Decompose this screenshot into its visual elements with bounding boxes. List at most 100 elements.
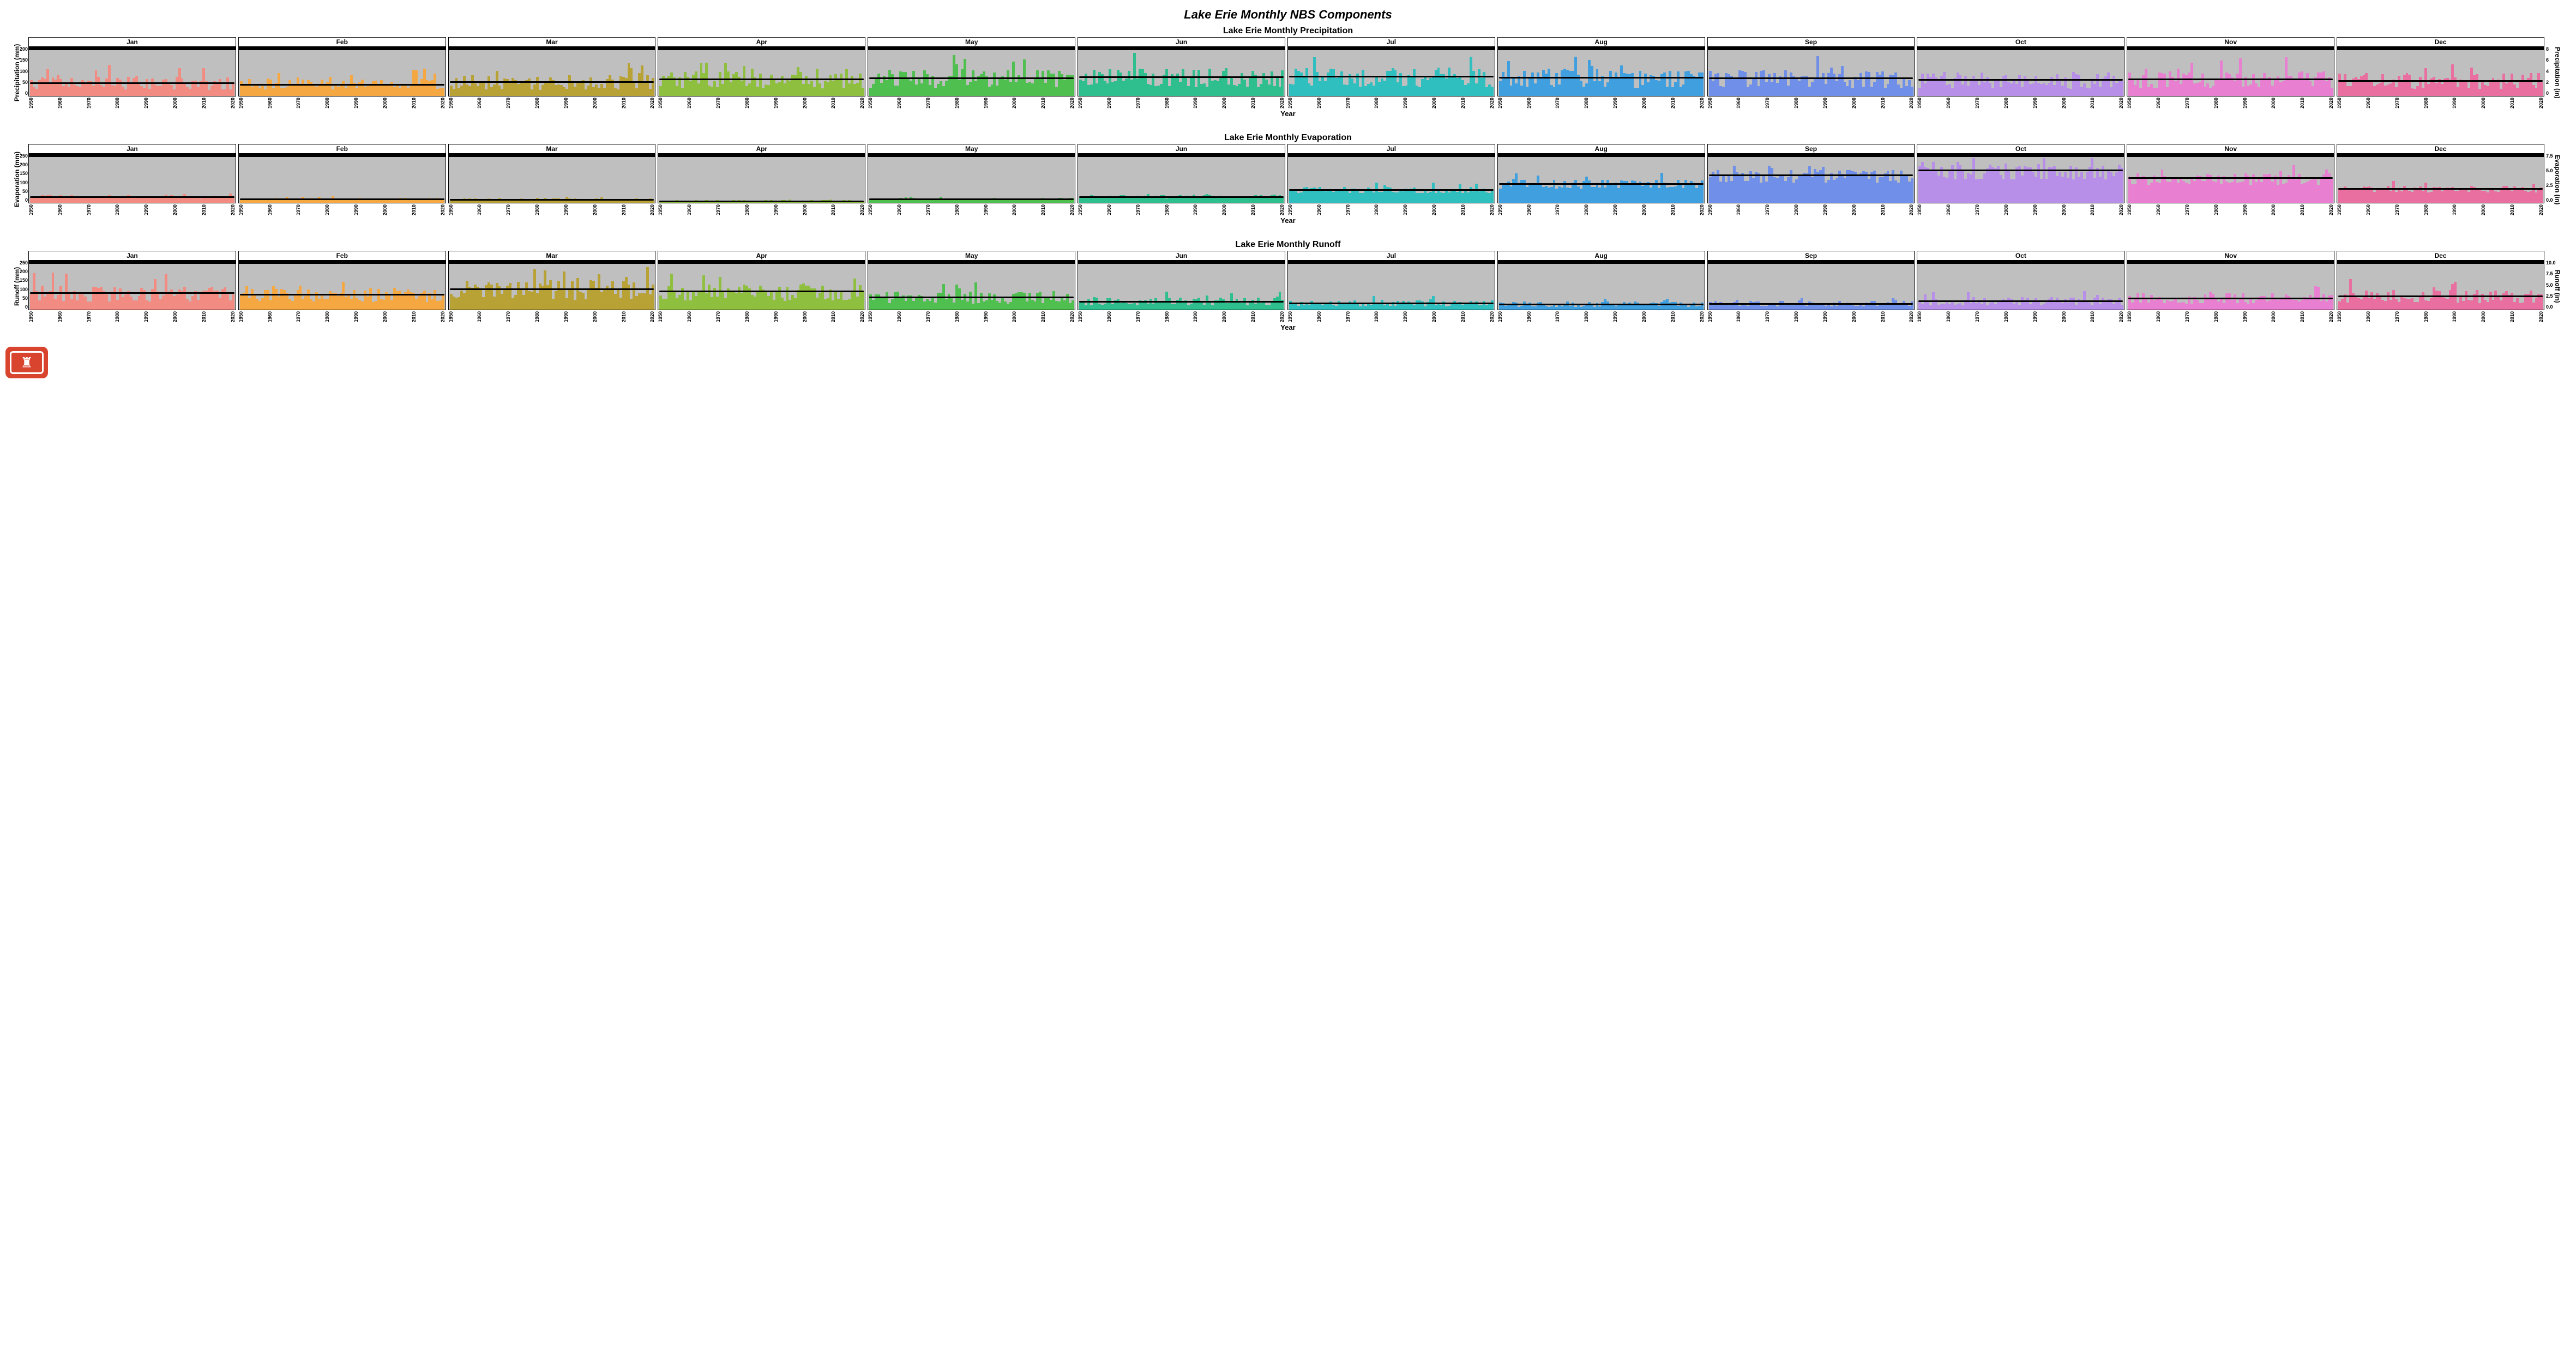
x-tick: 1950 [1288,311,1293,322]
x-ticks: 19501960197019801990200020102020 [238,96,446,108]
x-tick: 1980 [325,311,330,322]
x-tick: 2000 [1222,311,1227,322]
x-tick: 2000 [803,98,808,108]
trend-line [240,294,444,295]
trend-line [1499,304,1704,305]
x-tick: 2000 [2481,204,2486,215]
panel-header: Mar [448,37,656,47]
panel-header: Jul [1287,37,1495,47]
panel-header: Dec [2337,144,2544,154]
bars [1079,264,1284,310]
x-tick: 2010 [2510,204,2515,215]
x-tick: 1980 [1374,311,1379,322]
x-tick: 2020 [860,311,865,322]
x-tick: 1950 [2337,311,2342,322]
x-tick: 1990 [2452,98,2457,108]
x-tick: 1970 [926,204,931,215]
x-tick: 2010 [2510,311,2515,322]
trend-line [1709,77,1913,79]
panel: May19501960197019801990200020102020 [868,37,1075,108]
x-tick: 1950 [658,311,663,322]
x-tick: 1960 [897,98,902,108]
trend-line [2128,177,2333,179]
panel: Jun19501960197019801990200020102020 [1078,251,1285,322]
x-tick: 1990 [2033,204,2038,215]
panel-plot [658,261,865,310]
trend-line [869,198,1074,200]
x-tick: 1970 [716,311,721,322]
x-tick: 1960 [687,311,692,322]
x-ticks: 19501960197019801990200020102020 [238,310,446,322]
x-tick: 1950 [1498,311,1503,322]
panel-plot [868,47,1075,96]
x-tick: 1970 [926,311,931,322]
x-tick: 1950 [1917,98,1922,108]
panel-header: Jun [1078,37,1285,47]
x-tick: 1970 [87,98,92,108]
x-tick: 2000 [1432,204,1437,215]
panel: Oct19501960197019801990200020102020 [1917,251,2124,322]
trend-line [2338,295,2543,297]
x-tick: 2000 [2271,98,2276,108]
panel-header: May [868,144,1075,154]
x-tick: 1970 [1346,311,1351,322]
x-tick: 1980 [1794,311,1799,322]
bars [2338,50,2543,96]
panel-header: Aug [1497,37,1705,47]
bars [869,157,1074,203]
x-tick: 1960 [1527,98,1532,108]
panel-plot [1287,261,1495,310]
x-tick: 1960 [268,98,273,108]
row-block: Lake Erie Monthly RunoffRunoff (mm)Jan25… [5,240,2571,331]
x-tick: 1950 [29,98,34,108]
bars [450,157,654,203]
panel-header: Oct [1917,251,2124,261]
main-title: Lake Erie Monthly NBS Components [5,8,2571,22]
x-tick: 2020 [1070,98,1075,108]
panel: Feb19501960197019801990200020102020 [238,37,446,108]
trend-line [659,291,864,292]
x-tick: 2020 [231,98,236,108]
panel-plot [1497,261,1705,310]
panel-plot [1917,154,2124,203]
x-tick: 2000 [1222,98,1227,108]
panel: Jul19501960197019801990200020102020 [1287,251,1495,322]
row-wrap: Precipitation (mm)Jan2001501005001950196… [5,37,2571,108]
x-tick: 1960 [268,204,273,215]
panel-plot [448,154,656,203]
x-tick: 1970 [87,311,92,322]
bars [450,50,654,96]
panel-header: Apr [658,37,865,47]
panel-plot [2127,154,2334,203]
x-tick: 1960 [1946,311,1951,322]
bars [659,50,864,96]
x-tick: 2000 [383,311,388,322]
x-tick: 1970 [296,311,301,322]
x-tick: 2020 [2329,204,2334,215]
x-tick: 1960 [1527,311,1532,322]
x-tick: 1970 [1765,311,1770,322]
x-tick: 2010 [412,311,417,322]
x-axis-label: Year [5,216,2571,225]
x-tick: 1970 [2185,311,2190,322]
x-tick: 2010 [1671,311,1676,322]
panel-plot [868,154,1075,203]
x-tick: 1950 [2337,204,2342,215]
bar [862,291,864,310]
bars [1918,157,2123,203]
x-tick: 1980 [955,204,960,215]
x-tick: 2000 [1012,204,1017,215]
x-tick: 2010 [1461,204,1466,215]
x-tick: 1980 [745,204,750,215]
x-tick: 1980 [1165,98,1170,108]
x-tick: 1950 [2127,98,2132,108]
x-tick: 1990 [564,311,569,322]
x-tick: 2010 [1671,204,1676,215]
trend-line [1079,196,1284,198]
x-tick: 2020 [1909,311,1914,322]
trend-line [1079,301,1284,303]
x-tick: 1990 [774,98,779,108]
x-tick: 1990 [564,204,569,215]
panel: Apr19501960197019801990200020102020 [658,144,865,215]
x-tick: 1990 [144,98,149,108]
